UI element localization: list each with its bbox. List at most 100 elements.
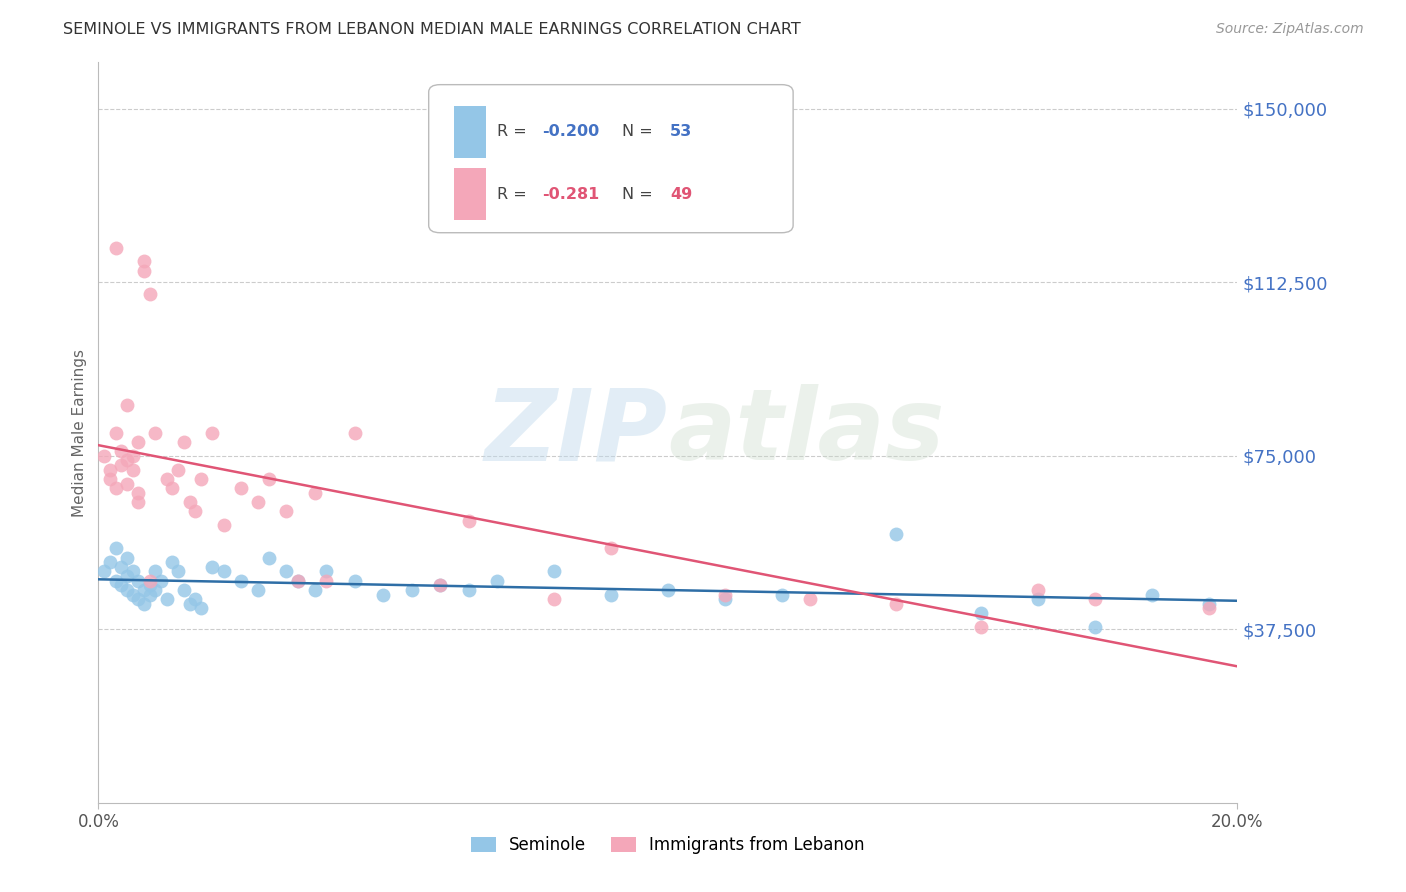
Point (167, 462, 190, 476)
Point (121, 565, 143, 579)
Point (127, 574, 149, 588)
Point (401, 582, 423, 597)
Text: N =: N = (623, 186, 658, 202)
Point (287, 574, 309, 588)
Point (373, 588, 395, 602)
Point (93, 449, 115, 463)
FancyBboxPatch shape (429, 85, 793, 233)
Point (162, 481, 184, 495)
Point (145, 425, 167, 440)
Point (115, 582, 138, 597)
Point (600, 588, 623, 602)
Text: N =: N = (623, 124, 658, 139)
Point (190, 472, 212, 486)
Text: R =: R = (498, 124, 531, 139)
Point (1084, 592, 1107, 607)
Text: R =: R = (498, 186, 531, 202)
Point (127, 434, 149, 449)
Point (657, 582, 679, 597)
Point (884, 527, 907, 541)
Point (127, 495, 149, 509)
Point (98, 555, 121, 569)
Point (1026, 582, 1049, 597)
Point (457, 514, 479, 528)
Text: 53: 53 (671, 124, 692, 139)
Point (110, 578, 132, 592)
Point (115, 569, 138, 583)
Point (127, 592, 149, 607)
Point (276, 504, 298, 518)
Point (98, 472, 121, 486)
Point (104, 541, 127, 556)
Point (121, 449, 143, 463)
Point (315, 565, 337, 579)
Point (115, 398, 138, 412)
Point (343, 425, 366, 440)
Point (259, 472, 281, 486)
Point (543, 565, 565, 579)
Bar (454, 169, 485, 220)
Point (132, 582, 155, 597)
Point (190, 601, 212, 615)
Point (1198, 601, 1220, 615)
Point (104, 240, 127, 255)
Point (145, 565, 167, 579)
Point (201, 559, 224, 574)
Point (229, 574, 252, 588)
Point (229, 481, 252, 495)
Point (179, 597, 201, 611)
Point (714, 592, 737, 607)
Point (304, 485, 326, 500)
Point (167, 565, 190, 579)
Point (343, 574, 366, 588)
Point (543, 592, 565, 607)
Text: -0.200: -0.200 (543, 124, 600, 139)
Point (173, 434, 195, 449)
Point (315, 574, 337, 588)
Point (457, 582, 479, 597)
Point (110, 559, 132, 574)
Point (138, 286, 160, 301)
Point (304, 582, 326, 597)
Point (156, 592, 179, 607)
Point (799, 592, 821, 607)
Point (104, 481, 127, 495)
Point (162, 555, 184, 569)
Text: SEMINOLE VS IMMIGRANTS FROM LEBANON MEDIAN MALE EARNINGS CORRELATION CHART: SEMINOLE VS IMMIGRANTS FROM LEBANON MEDI… (63, 22, 801, 37)
Text: 49: 49 (671, 186, 692, 202)
Text: atlas: atlas (668, 384, 945, 481)
Point (156, 472, 179, 486)
Point (132, 263, 155, 277)
Point (201, 425, 224, 440)
Point (145, 582, 167, 597)
Point (132, 597, 155, 611)
Point (110, 458, 132, 472)
Point (184, 504, 207, 518)
Point (93, 565, 115, 579)
Point (104, 574, 127, 588)
Point (138, 574, 160, 588)
Point (287, 574, 309, 588)
Point (429, 578, 451, 592)
Point (1026, 592, 1049, 607)
Point (184, 592, 207, 607)
Point (138, 588, 160, 602)
Point (429, 578, 451, 592)
Bar (454, 105, 485, 158)
Point (179, 495, 201, 509)
Legend: Seminole, Immigrants from Lebanon: Seminole, Immigrants from Lebanon (464, 830, 872, 861)
Point (115, 550, 138, 565)
Point (1198, 597, 1220, 611)
Point (259, 550, 281, 565)
Point (138, 578, 160, 592)
Point (246, 495, 269, 509)
Y-axis label: Median Male Earnings: Median Male Earnings (72, 349, 87, 516)
Point (1084, 620, 1107, 634)
Point (212, 565, 235, 579)
Text: ZIP: ZIP (485, 384, 668, 481)
Point (115, 453, 138, 467)
Point (970, 606, 993, 620)
Point (132, 254, 155, 268)
Point (970, 620, 993, 634)
Point (150, 574, 173, 588)
